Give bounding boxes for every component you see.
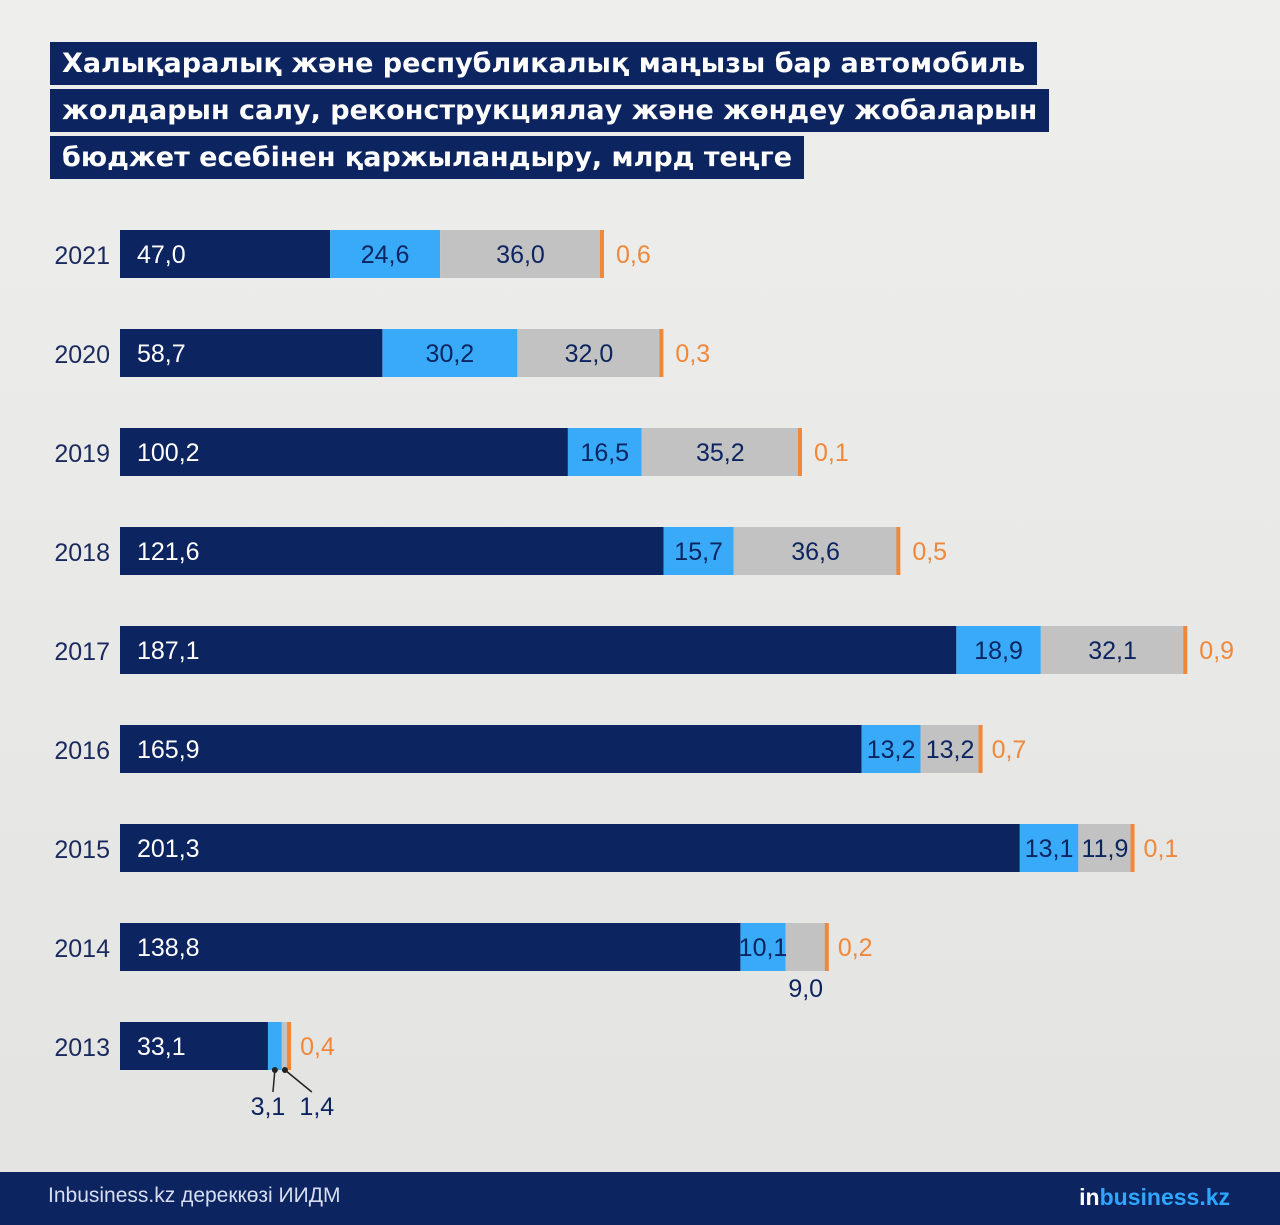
bar-grey-2021 (440, 230, 601, 278)
year-label-2016: 2016 (54, 737, 110, 765)
bar-orange-2016 (978, 725, 983, 773)
bar-orange-2019 (797, 428, 802, 476)
year-label-2021: 2021 (54, 242, 110, 270)
year-label-2017: 2017 (54, 638, 110, 666)
chart-title-line-3: бюджет есебінен қаржыландыру, млрд теңге (50, 136, 805, 179)
bar-main-2018 (120, 527, 664, 575)
label-orange-2016: 0,7 (992, 736, 1027, 764)
bar-grey-2018 (733, 527, 898, 575)
label-orange-2017: 0,9 (1199, 637, 1234, 665)
label-blue-2018: 15,7 (674, 538, 723, 566)
label-grey-2015: 11,9 (1082, 835, 1129, 863)
label-main-2014: 138,8 (137, 934, 200, 962)
leader-line-grey-2013 (284, 1069, 313, 1093)
year-label-2018: 2018 (54, 539, 110, 567)
label-grey-2021: 36,0 (496, 241, 545, 269)
label-grey-2020: 32,0 (565, 340, 614, 368)
bar-blue-2019 (567, 428, 642, 476)
year-label-2014: 2014 (54, 935, 110, 963)
bar-main-2016 (120, 725, 862, 773)
label-blue-2014: 10,1 (739, 934, 788, 962)
label-main-2021: 47,0 (137, 241, 186, 269)
year-label-2013: 2013 (54, 1034, 110, 1062)
label-grey-2017: 32,1 (1088, 637, 1137, 665)
label-main-2017: 187,1 (137, 637, 200, 665)
label-blue-2015: 13,1 (1025, 835, 1074, 863)
bar-orange-2020 (659, 329, 664, 377)
label-main-2015: 201,3 (137, 835, 200, 863)
label-blue-2017: 18,9 (974, 637, 1023, 665)
label-blue-2016: 13,2 (867, 736, 916, 764)
bar-main-2017 (120, 626, 957, 674)
bar-orange-2013 (287, 1022, 292, 1070)
bar-orange-2017 (1183, 626, 1188, 674)
label-grey-2016: 13,2 (926, 736, 975, 764)
bar-blue-2014 (740, 923, 786, 971)
label-orange-2019: 0,1 (814, 439, 849, 467)
label-orange-2018: 0,5 (912, 538, 947, 566)
label-orange-2020: 0,3 (675, 340, 710, 368)
bar-main-2013 (120, 1022, 268, 1070)
footer-bar: Inbusiness.kz дереккөзі ИИДМ inbusiness.… (0, 1172, 1280, 1225)
chart-title-line-1: Халықаралық және республикалық маңызы ба… (50, 42, 1038, 85)
bar-blue-2021 (330, 230, 441, 278)
bar-main-2021 (120, 230, 331, 278)
label-orange-2013: 0,4 (300, 1033, 335, 1061)
bar-orange-2021 (599, 230, 604, 278)
chart-title: Халықаралық және республикалық маңызы ба… (50, 42, 1050, 183)
bar-blue-2015 (1019, 824, 1079, 872)
bar-grey-2014 (785, 923, 826, 971)
label-orange-2014: 0,2 (838, 934, 873, 962)
label-main-2019: 100,2 (137, 439, 200, 467)
brand-logo: inbusiness.kz (1079, 1184, 1230, 1211)
label-grey-2013: 1,4 (299, 1093, 334, 1121)
bar-grey-2015 (1078, 824, 1132, 872)
bar-blue-2013 (267, 1022, 282, 1070)
brand-logo-suffix: business.kz (1099, 1184, 1230, 1210)
label-main-2013: 33,1 (137, 1033, 186, 1061)
bar-grey-2020 (517, 329, 661, 377)
label-grey-2019: 35,2 (696, 439, 745, 467)
bar-grey-2016 (920, 725, 980, 773)
bar-main-2015 (120, 824, 1020, 872)
footer-source: Inbusiness.kz дереккөзі ИИДМ (48, 1184, 341, 1207)
label-blue-2013: 3,1 (251, 1093, 286, 1121)
bar-grey-2017 (1040, 626, 1185, 674)
label-main-2016: 165,9 (137, 736, 200, 764)
chart-title-line-2: жолдарын салу, реконструкциялау және жөн… (50, 89, 1050, 132)
label-main-2020: 58,7 (137, 340, 186, 368)
leader-line-blue-2013 (272, 1069, 276, 1093)
brand-logo-prefix: in (1079, 1184, 1100, 1210)
label-grey-2018: 36,6 (791, 538, 840, 566)
bar-orange-2015 (1130, 824, 1135, 872)
label-blue-2019: 16,5 (580, 439, 629, 467)
label-blue-2021: 24,6 (361, 241, 410, 269)
label-grey-2014: 9,0 (788, 975, 823, 1003)
bar-orange-2018 (896, 527, 901, 575)
year-label-2020: 2020 (54, 341, 110, 369)
bar-main-2014 (120, 923, 741, 971)
label-main-2018: 121,6 (137, 538, 200, 566)
year-label-2015: 2015 (54, 836, 110, 864)
bar-orange-2014 (824, 923, 829, 971)
bar-blue-2017 (956, 626, 1041, 674)
bar-blue-2018 (663, 527, 734, 575)
bar-main-2020 (120, 329, 383, 377)
bar-grey-2019 (641, 428, 799, 476)
year-label-2019: 2019 (54, 440, 110, 468)
bar-blue-2020 (382, 329, 518, 377)
label-orange-2015: 0,1 (1144, 835, 1179, 863)
bar-grey-2013 (281, 1022, 289, 1070)
bar-blue-2016 (861, 725, 921, 773)
stacked-bar-chart: 2021 47,0 24,6 36,0 0,6 2020 58,7 30,2 32,0 0,3 20… (54, 230, 1234, 1121)
label-orange-2021: 0,6 (616, 241, 651, 269)
label-blue-2020: 30,2 (426, 340, 475, 368)
bar-main-2019 (120, 428, 568, 476)
